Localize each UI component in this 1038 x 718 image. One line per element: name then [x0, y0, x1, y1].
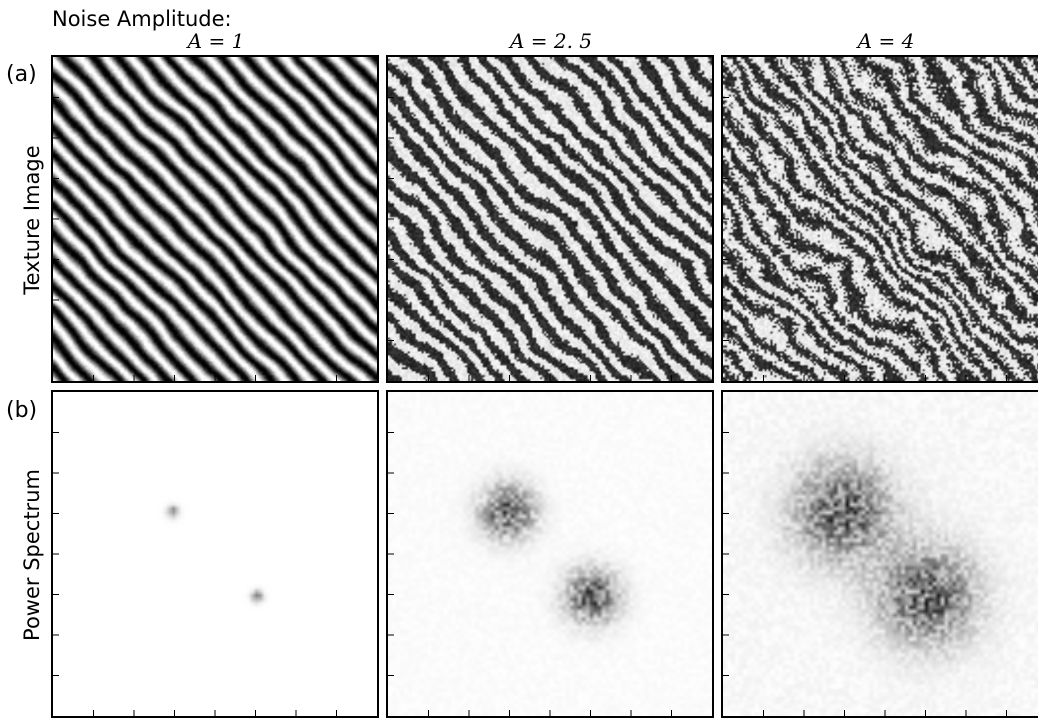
figure-super-title: Noise Amplitude:: [52, 7, 232, 31]
row-label-texture-image: Texture Image: [20, 145, 44, 295]
texture-image-a1: [53, 57, 377, 381]
row-tag-b: (b): [6, 398, 38, 423]
texture-panel-a1: [51, 55, 379, 383]
panel-ticks: [723, 97, 1007, 381]
panel-ticks: [723, 432, 1007, 716]
panel-ticks: [53, 432, 337, 716]
power-spectrum-a2-5: [388, 392, 712, 716]
texture-image-a4: [723, 57, 1038, 381]
panel-ticks: [53, 97, 337, 381]
texture-panel-a4: [721, 55, 1038, 383]
texture-panel-a2-5: [386, 55, 714, 383]
spectrum-panel-a1: [51, 390, 379, 718]
row-tag-a: (a): [6, 62, 37, 87]
column-title-a1: A = 1: [187, 29, 245, 53]
column-title-a4: A = 4: [857, 29, 915, 53]
power-spectrum-a4: [723, 392, 1038, 716]
power-spectrum-a1: [53, 392, 377, 716]
column-title-a2-5: A = 2. 5: [509, 29, 593, 53]
texture-image-a2-5: [388, 57, 712, 381]
row-label-power-spectrum: Power Spectrum: [20, 469, 44, 641]
spectrum-panel-a2-5: [386, 390, 714, 718]
panel-ticks: [388, 432, 672, 716]
spectrum-panel-a4: [721, 390, 1038, 718]
panel-ticks: [388, 97, 672, 381]
